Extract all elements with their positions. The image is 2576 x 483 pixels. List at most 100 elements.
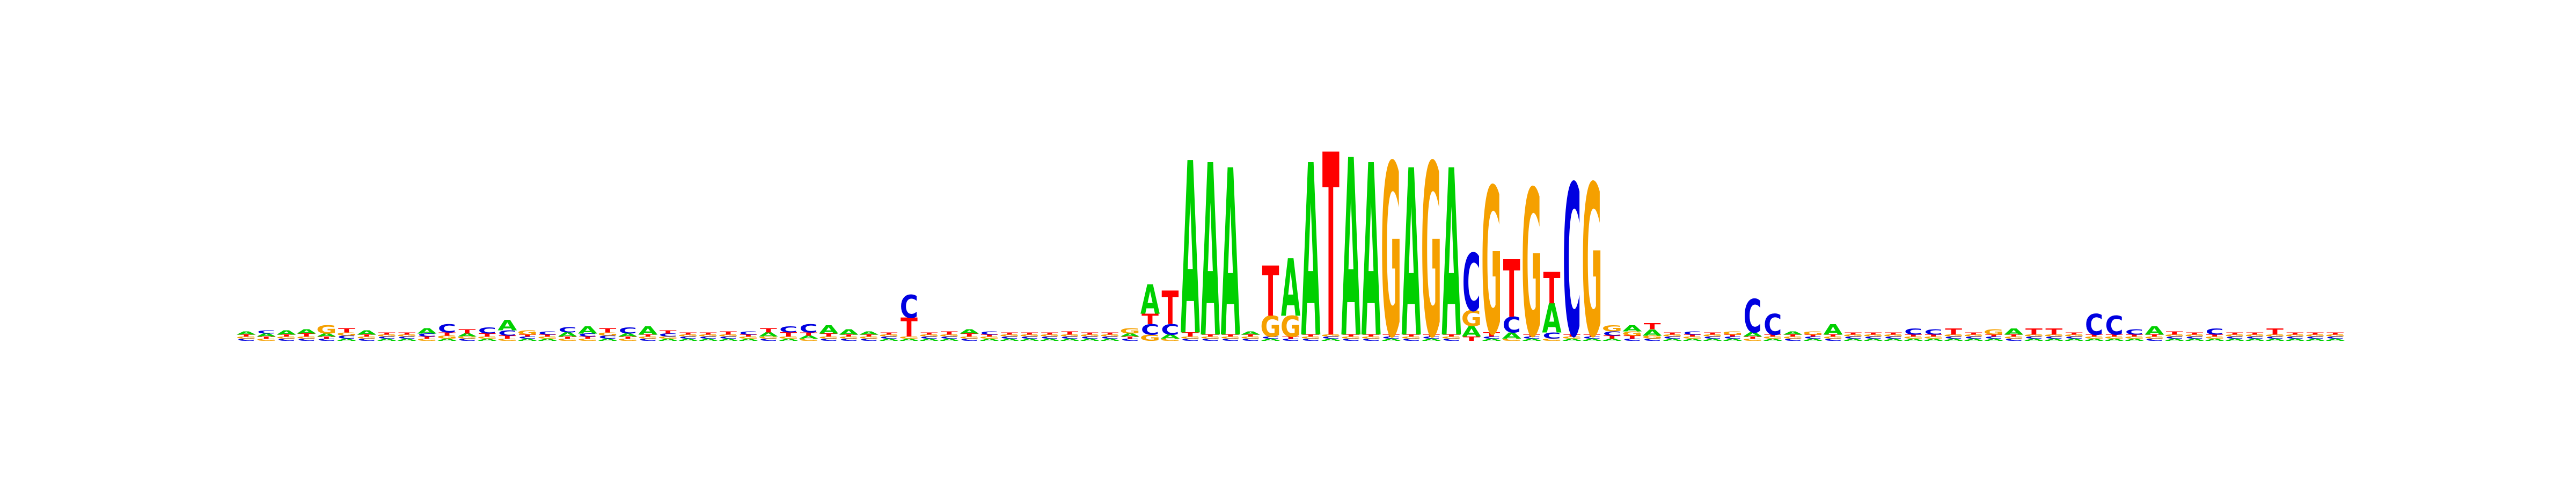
logo-letter-t: T xyxy=(278,334,295,337)
logo-letter-c: C xyxy=(1482,336,1501,339)
logo-letter-t: T xyxy=(700,332,717,335)
logo-letter-c: C xyxy=(900,289,918,326)
logo-letter-g: G xyxy=(1602,324,1622,333)
logo-letter-g: G xyxy=(1140,333,1160,343)
logo-letter-t: T xyxy=(1403,334,1420,337)
logo-letter-t: T xyxy=(1865,332,1882,335)
logo-letter-c: C xyxy=(2085,308,2103,341)
logo-letter-g: G xyxy=(1160,338,1180,341)
logo-letter-a: A xyxy=(1643,328,1662,338)
logo-letter-g: G xyxy=(2124,336,2145,339)
logo-letter-c: C xyxy=(1884,336,1902,339)
logo-letter-a: A xyxy=(1080,338,1100,341)
logo-letter-c: C xyxy=(1924,328,1943,336)
logo-letter-c: C xyxy=(1784,338,1802,341)
logo-letter-c: C xyxy=(1523,336,1541,339)
logo-letter-g: G xyxy=(1280,310,1301,343)
logo-letter-a: A xyxy=(1683,338,1703,341)
logo-letter-c: C xyxy=(779,325,797,334)
logo-letter-c: C xyxy=(1121,338,1139,341)
logo-letter-t: T xyxy=(2045,327,2062,336)
logo-letter-c: C xyxy=(1101,336,1119,339)
logo-letter-c: C xyxy=(1703,336,1722,339)
logo-letter-c: C xyxy=(619,326,637,335)
logo-letter-a: A xyxy=(618,333,638,338)
logo-letter-t: T xyxy=(1363,334,1380,337)
logo-letter-c: C xyxy=(1964,336,1982,339)
logo-letter-g: G xyxy=(2003,336,2024,339)
logo-letter-t: T xyxy=(2206,334,2223,337)
logo-letter-t: T xyxy=(1704,332,1721,335)
logo-letter-a: A xyxy=(1261,338,1281,341)
logo-letter-g: G xyxy=(1642,335,1663,340)
logo-letter-t: T xyxy=(2266,327,2284,336)
logo-letter-g: G xyxy=(2244,334,2265,337)
logo-letter-g: G xyxy=(1481,147,1502,380)
logo-letter-g: G xyxy=(1541,338,1562,341)
logo-letter-g: G xyxy=(437,335,457,340)
logo-letter-a: A xyxy=(598,338,618,341)
logo-letter-c: C xyxy=(1643,338,1662,341)
logo-letter-c: C xyxy=(1322,336,1340,339)
logo-letter-g: G xyxy=(1100,334,1120,337)
logo-letter-c: C xyxy=(378,336,396,339)
logo-letter-t: T xyxy=(1242,334,1259,337)
logo-letter-g: G xyxy=(2164,334,2185,337)
logo-letter-t: T xyxy=(1684,334,1701,337)
logo-letter-c: C xyxy=(1763,308,1782,341)
logo-letter-c: C xyxy=(2165,336,2184,339)
logo-letter-g: G xyxy=(1461,307,1482,332)
logo-letter-a: A xyxy=(1422,338,1441,341)
logo-letter-c: C xyxy=(338,335,356,340)
logo-letter-c: C xyxy=(478,326,496,335)
logo-letter-c: C xyxy=(1382,336,1400,339)
logo-letter-g: G xyxy=(1200,336,1220,339)
logo-letter-c: C xyxy=(438,321,456,335)
logo-letter-t: T xyxy=(1061,331,1078,335)
logo-letter-c: C xyxy=(598,335,617,340)
logo-letter-g: G xyxy=(296,336,317,339)
logo-letter-t: T xyxy=(419,336,436,339)
logo-letter-a: A xyxy=(1803,338,1823,341)
logo-letter-c: C xyxy=(1241,338,1260,341)
logo-letter-a: A xyxy=(1602,338,1622,341)
logo-letter-c: C xyxy=(458,338,476,341)
logo-letter-a: A xyxy=(1763,338,1783,341)
logo-letter-t: T xyxy=(1041,332,1058,335)
logo-letter-g: G xyxy=(497,338,517,341)
logo-letter-a: A xyxy=(1341,109,1360,393)
logo-letter-g: G xyxy=(1682,336,1702,339)
logo-letter-c: C xyxy=(1041,336,1059,339)
logo-letter-t: T xyxy=(2186,332,2203,335)
logo-letter-a: A xyxy=(518,338,538,341)
logo-letter-c: C xyxy=(2025,336,2043,339)
logo-letter-t: T xyxy=(2166,331,2183,335)
logo-letter-a: A xyxy=(738,338,758,341)
logo-letter-a: A xyxy=(2185,338,2205,341)
logo-letter-g: G xyxy=(698,334,718,337)
logo-letter-a: A xyxy=(478,338,497,341)
logo-letter-t: T xyxy=(1804,334,1821,337)
logo-letter-t: T xyxy=(1423,334,1440,337)
logo-letter-c: C xyxy=(1462,237,1481,329)
logo-letter-c: C xyxy=(739,331,757,335)
logo-letter-t: T xyxy=(1744,336,1761,339)
logo-letter-c: C xyxy=(2004,338,2023,341)
logo-letter-g: G xyxy=(2184,334,2205,337)
logo-letter-a: A xyxy=(719,338,738,341)
logo-letter-t: T xyxy=(1182,331,1199,338)
logo-letter-g: G xyxy=(1823,336,1843,339)
logo-letter-t: T xyxy=(1623,335,1641,340)
logo-letter-g: G xyxy=(658,336,678,339)
logo-letter-a: A xyxy=(277,330,297,336)
logo-letter-a: A xyxy=(397,338,417,341)
logo-letter-a: A xyxy=(2325,338,2345,341)
logo-letter-a: A xyxy=(1100,338,1120,341)
logo-stacks: CGTAGTACCGTACGTACTAGACGTCGTAACGTACGTGTCA… xyxy=(236,103,2346,394)
logo-letter-g: G xyxy=(1321,334,1341,337)
logo-letter-t: T xyxy=(1141,311,1159,327)
logo-letter-t: T xyxy=(579,336,596,339)
logo-letter-t: T xyxy=(1644,321,1661,331)
logo-letter-c: C xyxy=(719,336,737,339)
logo-letter-a: A xyxy=(779,338,799,341)
